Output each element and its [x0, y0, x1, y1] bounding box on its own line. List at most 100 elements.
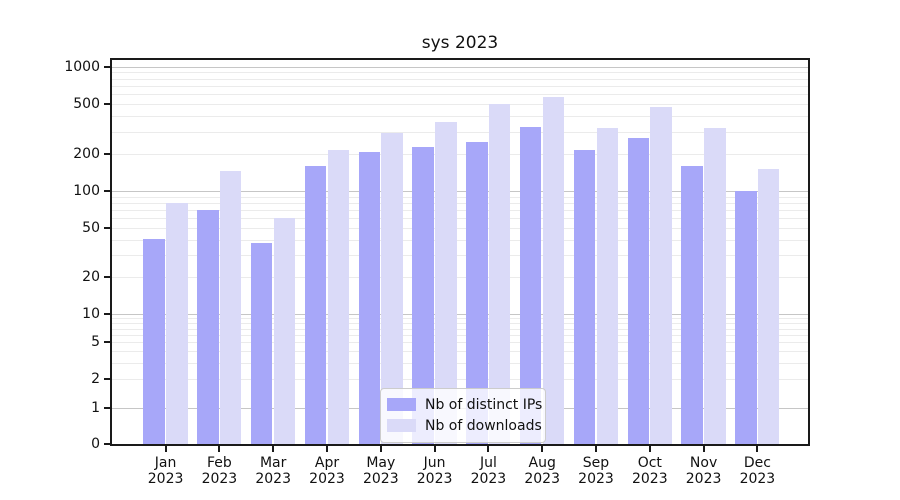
legend-label-distinct-ips: Nb of distinct IPs [425, 396, 543, 413]
bar-ips-sep [573, 149, 596, 444]
y-tick-mark-2 [104, 378, 111, 381]
gridline-20 [112, 276, 808, 278]
bar-downloads-mar [273, 218, 296, 444]
x-tick-label-jan: Jan 2023 [136, 455, 196, 487]
y-tick-label-5: 5 [91, 334, 100, 351]
y-tick-label-1000: 1000 [64, 58, 100, 75]
bar-ips-apr [304, 165, 327, 444]
gridline-10 [112, 314, 808, 315]
x-tick-month-feb: Feb [206, 455, 232, 471]
chart-title: sys 2023 [421, 33, 499, 53]
gridline-700 [112, 85, 808, 87]
bar-downloads-sep [596, 128, 619, 444]
gridline-7 [112, 328, 808, 330]
x-tick-month-dec: Dec [743, 455, 771, 471]
x-tick-mark-nov [702, 446, 705, 452]
gridline-8 [112, 323, 808, 325]
gridline-90 [112, 196, 808, 198]
x-tick-month-jan: Jan [154, 455, 177, 471]
bar-downloads-apr [327, 149, 350, 444]
legend-swatch-downloads-icon [387, 419, 416, 432]
bar-downloads-dec [757, 169, 780, 444]
y-tick-label-50: 50 [82, 220, 100, 237]
y-tick-label-500: 500 [73, 96, 100, 113]
x-tick-mark-jul [487, 446, 490, 452]
bar-downloads-oct [650, 107, 672, 444]
x-tick-label-mar: Mar 2023 [243, 455, 303, 487]
bar-ips-aug [519, 126, 542, 444]
gridline-9 [112, 318, 808, 320]
gridline-5 [112, 342, 808, 344]
x-tick-year-mar: 2023 [255, 471, 291, 487]
y-tick-mark-1000 [104, 65, 111, 68]
y-tick-mark-0 [104, 443, 111, 445]
y-tick-label-10: 10 [82, 306, 100, 322]
y-tick-label-0: 0 [91, 436, 100, 452]
y-tick-label-2: 2 [91, 371, 100, 388]
x-tick-year-feb: 2023 [201, 471, 238, 487]
gridline-40 [112, 239, 808, 241]
bar-ips-nov [681, 165, 703, 444]
y-tick-mark-100 [104, 190, 111, 192]
x-tick-month-jul: Jul [479, 455, 497, 471]
y-tick-mark-1 [104, 406, 111, 409]
y-tick-label-100: 100 [73, 183, 100, 199]
x-tick-month-nov: Nov [689, 455, 718, 471]
gridline-60 [112, 218, 808, 220]
x-tick-month-jun: Jun [423, 455, 446, 471]
x-tick-month-apr: Apr [314, 455, 340, 471]
x-tick-month-mar: Mar [259, 455, 287, 471]
x-tick-label-apr: Apr 2023 [297, 455, 357, 487]
bar-downloads-feb [219, 170, 242, 444]
legend: Nb of distinct IPs Nb of downloads [380, 388, 546, 443]
bar-ips-dec [735, 191, 757, 444]
gridline-500 [112, 104, 808, 106]
gridline-400 [112, 116, 808, 118]
x-tick-month-sep: Sep [582, 455, 610, 471]
bar-downloads-nov [704, 128, 726, 444]
gridline-3 [112, 362, 808, 364]
bar-downloads-aug [542, 97, 565, 444]
legend-label-downloads: Nb of downloads [425, 417, 542, 434]
bar-ips-jul [466, 141, 488, 444]
y-tick-mark-200 [104, 152, 111, 155]
gridline-80 [112, 202, 808, 204]
gridline-200 [112, 153, 808, 155]
legend-row-distinct-ips: Nb of distinct IPs [387, 394, 542, 415]
gridline-1000 [112, 66, 808, 68]
y-tick-mark-5 [104, 341, 111, 344]
bar-ips-feb [197, 210, 219, 444]
x-tick-label-nov: Nov 2023 [674, 455, 734, 487]
y-tick-mark-50 [104, 227, 111, 230]
bar-ips-jan [143, 238, 165, 444]
x-tick-mark-jan [164, 446, 167, 452]
bar-downloads-jun [435, 121, 457, 444]
x-tick-label-jun: Jun 2023 [405, 455, 465, 487]
y-tick-label-20: 20 [82, 268, 100, 285]
y-tick-mark-20 [104, 275, 111, 278]
x-tick-label-aug: Aug 2023 [512, 455, 572, 487]
bar-downloads-jul [488, 104, 511, 444]
gridline-600 [112, 94, 808, 96]
x-tick-mark-aug [541, 446, 544, 452]
x-tick-label-dec: Dec 2023 [727, 455, 787, 487]
x-tick-year-sep: 2023 [578, 471, 614, 487]
y-tick-mark-10 [104, 313, 111, 315]
x-tick-mark-sep [595, 446, 597, 452]
x-tick-year-oct: 2023 [631, 471, 668, 487]
gridline-50 [112, 228, 808, 230]
bar-ips-mar [250, 242, 273, 444]
x-tick-label-feb: Feb 2023 [189, 455, 249, 487]
x-tick-year-dec: 2023 [739, 471, 776, 487]
gridline-30 [112, 255, 808, 257]
bar-ips-may [358, 152, 381, 444]
x-tick-mark-jun [433, 446, 436, 452]
x-tick-label-sep: Sep 2023 [566, 455, 626, 487]
gridline-300 [112, 131, 808, 133]
x-tick-mark-apr [326, 446, 328, 452]
x-tick-mark-dec [756, 446, 759, 452]
x-tick-month-may: May [366, 455, 396, 471]
gridline-2 [112, 379, 808, 381]
bar-ips-jun [412, 147, 434, 444]
